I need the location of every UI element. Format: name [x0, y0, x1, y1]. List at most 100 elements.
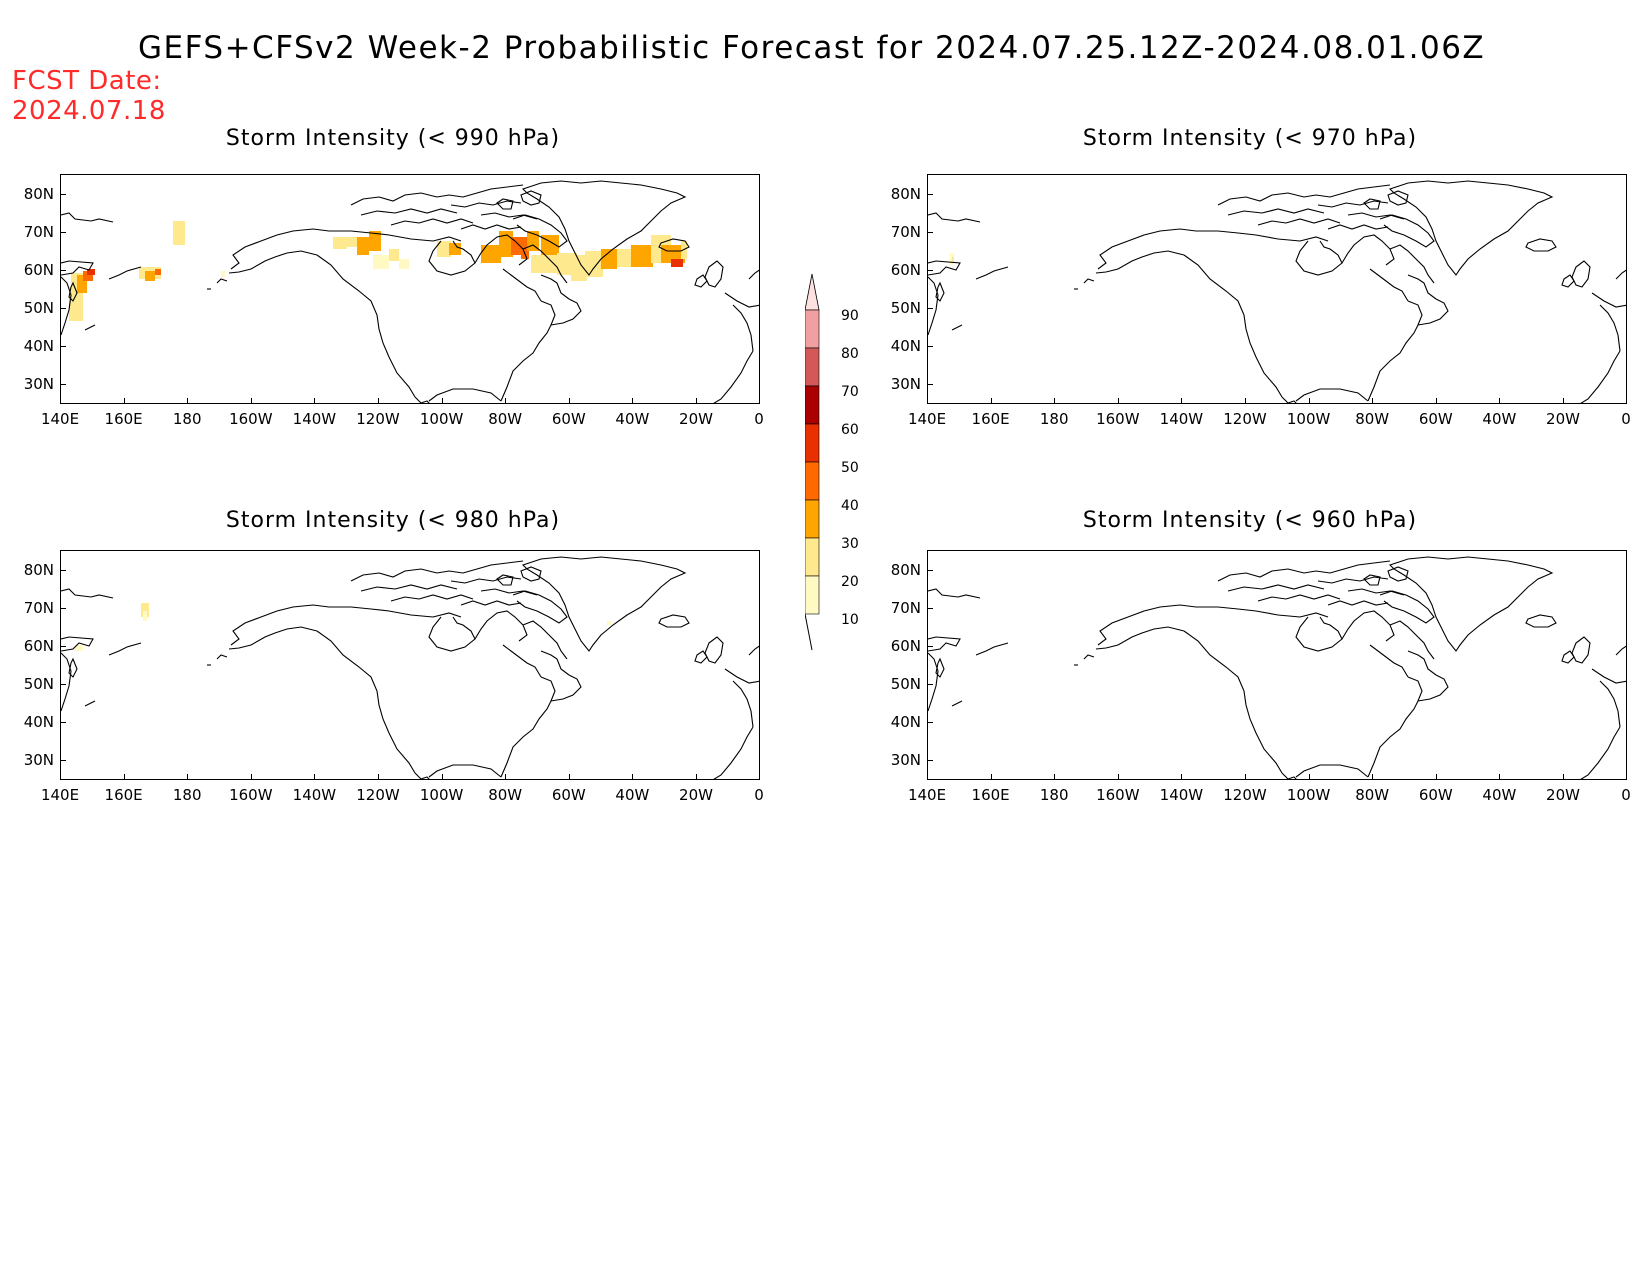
- coastline: [658, 238, 690, 252]
- coastline: [550, 298, 582, 326]
- coastline: [1591, 292, 1626, 308]
- lat-tick-label: 40N: [890, 337, 921, 355]
- coastline: [1615, 645, 1626, 656]
- lon-tick-label: 180: [1039, 410, 1069, 428]
- panel-title-980: Storm Intensity (< 980 hPa): [225, 508, 561, 533]
- lon-tick-mark: [990, 398, 992, 404]
- lon-tick-mark: [759, 398, 760, 404]
- probability-cell: [541, 235, 559, 255]
- coastline: [1379, 214, 1435, 248]
- probability-cell: [481, 245, 501, 263]
- lon-tick-mark: [1308, 398, 1310, 404]
- coastline: [1217, 184, 1391, 206]
- coastline: [1083, 278, 1095, 284]
- coastline: [414, 396, 430, 403]
- lon-tick-mark: [632, 774, 634, 780]
- coastline: [1525, 614, 1557, 628]
- lon-tick-label: 180: [172, 786, 202, 804]
- lon-tick-mark: [1563, 774, 1564, 780]
- coastline: [540, 274, 570, 300]
- map-panel-960: [927, 550, 1627, 780]
- coastline: [1369, 644, 1409, 678]
- lon-tick-label: 160E: [104, 410, 143, 428]
- forecast-date-block: FCST Date: 2024.07.18: [12, 66, 166, 126]
- colorbar-swatch: [805, 499, 820, 539]
- coastline: [500, 676, 556, 778]
- coastline: [1387, 566, 1409, 582]
- lon-tick-mark: [187, 774, 189, 780]
- probability-cell: [399, 259, 409, 269]
- coastline: [724, 292, 759, 308]
- probability-cell: [333, 237, 347, 249]
- probability-cell: [77, 275, 87, 293]
- colorbar-swatch: [805, 423, 820, 463]
- colorbar-swatch: [805, 385, 820, 425]
- probability-cell: [607, 621, 611, 625]
- probability-cell: [585, 251, 603, 277]
- probability-cell: [75, 645, 83, 651]
- lon-tick-mark: [441, 774, 443, 780]
- coastline: [428, 764, 502, 778]
- lon-tick-mark: [505, 774, 507, 780]
- coastline: [474, 234, 528, 266]
- lat-tick-label: 30N: [890, 375, 921, 393]
- coastline: [1389, 620, 1435, 660]
- lon-tick-mark: [927, 774, 928, 780]
- lon-tick-mark: [696, 774, 697, 780]
- coastline: [360, 208, 458, 216]
- lon-tick-label: 80W: [1355, 786, 1390, 804]
- lat-tick-mark: [927, 232, 933, 233]
- lon-tick-label: 160W: [1096, 786, 1140, 804]
- lon-tick-mark: [1435, 398, 1437, 404]
- coastline: [450, 200, 522, 208]
- coastline: [502, 644, 542, 678]
- probability-cell: [631, 245, 653, 267]
- coastline: [390, 594, 474, 602]
- lon-tick-mark: [696, 398, 697, 404]
- lon-tick-label: 140E: [40, 410, 80, 428]
- lat-tick-mark: [60, 722, 66, 723]
- coastline: [414, 772, 430, 779]
- coastline: [360, 584, 458, 592]
- coastline: [1363, 574, 1381, 586]
- coastline: [1561, 650, 1575, 664]
- lon-tick-label: 180: [1039, 786, 1069, 804]
- probability-cell: [357, 237, 369, 255]
- lat-tick-mark: [927, 308, 933, 309]
- probability-cell: [141, 603, 149, 617]
- coastline: [228, 250, 318, 274]
- coastline: [84, 700, 96, 707]
- lat-tick-label: 30N: [23, 375, 54, 393]
- coastline: [975, 642, 1009, 656]
- coastline: [1227, 584, 1325, 592]
- coastline: [928, 652, 939, 712]
- coastline: [1525, 238, 1557, 252]
- coastline: [500, 300, 556, 402]
- coastline: [1379, 590, 1435, 624]
- coastline: [1227, 208, 1325, 216]
- coastline: [350, 184, 524, 206]
- lat-tick-label: 70N: [890, 223, 921, 241]
- coastline: [1388, 180, 1554, 276]
- coastline: [496, 198, 514, 210]
- lon-tick-label: 0: [754, 786, 764, 804]
- probability-cell: [437, 241, 451, 257]
- coastline: [61, 588, 114, 599]
- coastline: [390, 218, 474, 226]
- colorbar-swatch: [805, 309, 820, 349]
- lon-tick-mark: [632, 398, 634, 404]
- coastline: [428, 240, 476, 276]
- lon-tick-mark: [1435, 774, 1437, 780]
- coastline: [1327, 224, 1389, 230]
- panel-title-970: Storm Intensity (< 970 hPa): [1082, 126, 1418, 151]
- lon-tick-label: 80W: [488, 786, 523, 804]
- lon-tick-mark: [1372, 774, 1374, 780]
- coastline: [1183, 254, 1283, 398]
- coastline: [550, 674, 582, 702]
- coastline: [61, 636, 94, 652]
- lat-tick-label: 60N: [890, 637, 921, 655]
- coastline: [1417, 674, 1449, 702]
- probability-cell: [143, 611, 147, 621]
- lon-tick-label: 20W: [1546, 410, 1580, 428]
- colorbar-level-label: 40: [841, 498, 859, 514]
